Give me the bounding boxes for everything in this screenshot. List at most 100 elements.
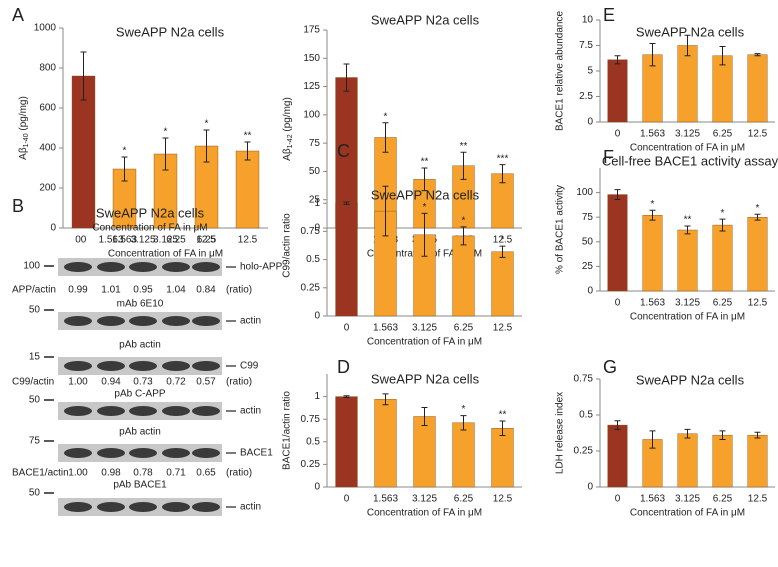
y-tick-label: 0.75 [301,226,321,237]
blot-band [162,448,190,458]
chart-title: SweAPP N2a cells [636,372,745,387]
blot-band [162,406,190,416]
y-axis-label: Aβ1-42 (pg/mg) [282,97,295,161]
x-tick-label: 1.563 [112,235,137,246]
y-tick-label: 0 [314,482,320,493]
y-tick-label: 25 [309,194,321,205]
blot-band [129,448,157,458]
y-tick-label: 0 [587,117,593,128]
error-bar [499,164,506,184]
significance: * [423,202,427,213]
y-tick-label: 50 [309,166,321,177]
y-axis-label-part: (pg/mg) [282,97,293,134]
blot-band [192,406,220,416]
x-axis-label: Concentration of FA in μM [367,508,482,519]
y-tick-label: 1000 [34,23,57,34]
ratio-unit: (ratio) [226,468,252,479]
x-tick-label: 1.563 [373,494,398,505]
significance: * [205,119,209,130]
x-tick-label: 1.563 [640,494,665,505]
y-axis-label: C99/actin ratio [282,213,293,278]
panel-letter: G [603,357,617,377]
marker-label: 50 [29,488,41,499]
significance: *** [497,153,509,164]
y-tick-label: 7.5 [579,40,593,51]
ratio-value: 0.95 [133,285,153,296]
blot-band [64,502,92,512]
bar [452,235,475,317]
y-tick-label: 2.5 [579,91,593,102]
y-tick-label: 0.5 [579,410,593,421]
marker-label: 100 [23,261,40,272]
x-tick-label: 0 [615,298,621,309]
ratio-value: 0.73 [133,377,153,388]
blot-title: SweAPP N2a cells [96,205,205,220]
chart-title: SweAPP N2a cells [371,12,480,27]
x-tick-label: 1.563 [373,323,398,334]
error-bar [421,406,428,427]
error-bar [162,137,169,171]
bar [452,422,475,488]
significance: * [123,146,127,157]
error-bar [614,189,621,200]
error-bar [382,393,389,406]
blot-band [162,262,190,272]
ratio-value: 0.98 [101,468,121,479]
error-bar [684,34,691,57]
x-tick-label: 12.5 [493,494,513,505]
band-label: actin [240,502,261,513]
error-bar [499,245,506,258]
band-label: BACE1 [240,448,273,459]
y-axis-label-part: Aβ [282,148,293,161]
marker-label: 15 [29,352,41,363]
y-axis-label-part: (pg/mg) [18,96,29,133]
ratio-value: 0.94 [101,377,121,388]
y-tick-label: 1 [314,198,320,209]
chart-title: SweAPP N2a cells [371,187,480,202]
significance: * [164,127,168,138]
significance: ** [421,157,429,168]
bar [642,215,663,292]
error-bar [614,420,621,430]
band-label: holo-APP [240,262,283,273]
x-tick-label: 3.125 [675,298,700,309]
error-bar [649,430,656,449]
error-bar [719,218,726,232]
error-bar [80,51,87,101]
band-label: actin [240,406,261,417]
y-tick-label: 100 [303,109,320,120]
blot-subtitle: Concentration of FA in μM [92,223,207,234]
x-tick-label: 1.563 [640,129,665,140]
y-axis-label: LDH release index [555,392,566,474]
antibody-label: pAb BACE1 [113,480,167,491]
x-tick-label: 12.5 [748,298,768,309]
x-tick-label: 12.5 [748,129,768,140]
panel-letter: B [12,196,24,216]
lane-label: 6.25 [166,235,186,246]
ratio-name: BACE1/actin [12,468,69,479]
y-tick-label: 200 [39,183,56,194]
bar [677,229,698,292]
ratio-value: 0.78 [133,468,153,479]
error-bar [684,428,691,439]
error-bar [754,53,761,57]
y-tick-label: 0.25 [574,446,594,457]
bar [235,150,260,229]
y-tick-label: 0.5 [306,254,320,265]
y-axis-label-part: 1-42 [287,134,294,148]
y-axis-label: BACE1/actin ratio [282,391,293,470]
blot-band [129,502,157,512]
y-tick-label: 0 [314,223,320,234]
bar [607,424,628,488]
bar [747,216,768,292]
blot-band [64,316,92,326]
chart-title: Cell-free BACE1 activity assay [602,153,778,168]
x-tick-label: 6.25 [713,129,733,140]
chart-title: SweAPP N2a cells [116,24,225,39]
y-tick-label: 5 [587,66,593,77]
significance: * [501,235,505,246]
bar [491,428,514,488]
x-tick-label: 12.5 [748,494,768,505]
x-tick-label: 3.125 [675,494,700,505]
y-tick-label: 0.75 [574,374,594,385]
